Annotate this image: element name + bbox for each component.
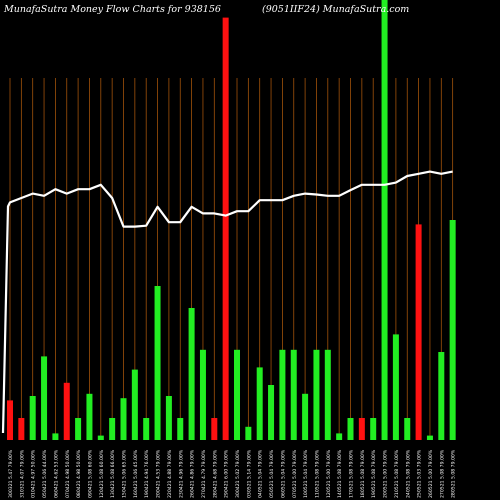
x-tick-label: 260421 4.86 79.00%	[190, 449, 196, 498]
bar	[279, 349, 286, 440]
bar	[75, 418, 82, 440]
bar	[256, 367, 263, 440]
x-tick-label: 220421 4.88 79.00%	[167, 449, 173, 498]
bar	[18, 418, 25, 440]
x-tick-label: 060521 5.04 79.00%	[280, 449, 286, 498]
bar	[336, 433, 343, 440]
x-tick-label: 230421 4.96 79.00%	[178, 449, 184, 498]
bar	[302, 393, 309, 440]
bar	[415, 224, 422, 440]
x-tick-label: 210521 5.08 79.00%	[394, 449, 400, 498]
x-tick-label: 270421 4.79 79.00%	[201, 449, 207, 498]
bar	[52, 433, 59, 440]
x-tick-label: 050421 5.06 44.00%	[42, 449, 48, 498]
bar	[165, 396, 172, 440]
x-tick-label: 060421 4.62 53.00%	[53, 449, 59, 498]
x-tick-label: 250521 5.03 79.00%	[417, 449, 423, 498]
x-tick-label: 150421 5.06 65.00%	[122, 449, 128, 498]
bar	[177, 418, 184, 440]
x-tick-label: 300321 5.47 79.00%	[8, 449, 14, 498]
bar	[29, 396, 36, 440]
bar	[143, 418, 150, 440]
x-tick-label: 280421 4.68 79.00%	[212, 449, 218, 498]
bar	[449, 220, 456, 440]
x-tick-label: 070421 4.98 50.00%	[65, 449, 71, 498]
bar	[324, 349, 331, 440]
bar	[199, 349, 206, 440]
x-tick-label: 290421 6.00 79.00%	[224, 449, 230, 498]
x-tick-label: 040521 5.04 79.00%	[258, 449, 264, 498]
bar	[381, 0, 388, 440]
x-tick-label: 140521 5.08 79.00%	[337, 449, 343, 498]
chart-title: MunafaSutra Money Flow Charts for 938156	[4, 4, 221, 15]
x-tick-label: 120421 5.08 60.00%	[99, 449, 105, 498]
x-tick-label: 310321 4.07 79.00%	[19, 449, 25, 498]
bar	[347, 418, 354, 440]
bar	[313, 349, 320, 440]
x-tick-label: 190421 4.94 76.00%	[144, 449, 150, 498]
x-tick-label: 170521 5.08 79.00%	[349, 449, 355, 498]
x-tick-label: 080421 4.98 50.00%	[76, 449, 82, 498]
x-tick-label: 050521 5.04 79.00%	[269, 449, 275, 498]
bar	[268, 385, 275, 440]
bar	[404, 418, 411, 440]
x-tick-label: 180521 5.08 79.00%	[360, 449, 366, 498]
bar	[41, 356, 48, 440]
x-tick-label: 130421 5.08 66.00%	[110, 449, 116, 498]
bar	[97, 435, 104, 440]
x-tick-labels: 300321 5.47 79.00% 310321 4.07 79.00% 0104…	[8, 449, 457, 498]
bar	[86, 393, 93, 440]
money-flow-bars	[7, 0, 456, 440]
x-tick-label: 260521 5.00 79.00%	[428, 449, 434, 498]
x-tick-label: 100521 5.04 79.00%	[303, 449, 309, 498]
x-tick-label: 090421 5.08 60.00%	[87, 449, 93, 498]
bar	[131, 369, 138, 440]
chart-subtitle: (9051IIF24) MunafaSutra.com	[262, 4, 410, 15]
x-tick-label: 200521 5.00 79.00%	[383, 449, 389, 498]
bar	[109, 418, 116, 440]
x-tick-label: 240521 5.08 79.00%	[405, 449, 411, 498]
bar	[426, 435, 433, 440]
bar	[392, 334, 399, 440]
bar	[211, 418, 218, 440]
bar	[358, 418, 365, 440]
x-tick-label: 030521 5.14 79.00%	[246, 449, 252, 498]
bar	[438, 352, 445, 440]
bar	[7, 400, 13, 440]
x-tick-label: 200421 4.53 79.00%	[156, 449, 162, 498]
x-tick-label: 300421 5.02 79.00%	[235, 449, 241, 498]
bar	[245, 426, 252, 440]
bar	[188, 308, 195, 440]
x-tick-label: 070521 5.00 79.00%	[292, 449, 298, 498]
bar	[63, 382, 70, 440]
x-tick-label: 160421 5.06 45.00%	[133, 449, 139, 498]
x-tick-label: 270521 5.08 79.00%	[439, 449, 445, 498]
bar	[154, 286, 161, 440]
bar	[120, 398, 127, 440]
bar	[222, 17, 229, 440]
money-flow-line	[1, 170, 453, 434]
bar	[234, 349, 240, 440]
bar	[290, 349, 297, 440]
x-tick-label: 190521 5.08 79.00%	[371, 449, 377, 498]
bar	[370, 418, 377, 440]
x-tick-label: 280521 5.08 79.00%	[451, 449, 457, 498]
x-tick-label: 110521 5.08 79.00%	[314, 449, 320, 498]
x-tick-label: 120521 5.00 79.00%	[326, 449, 332, 498]
x-tick-label: 010421 4.97 50.00%	[31, 449, 37, 498]
